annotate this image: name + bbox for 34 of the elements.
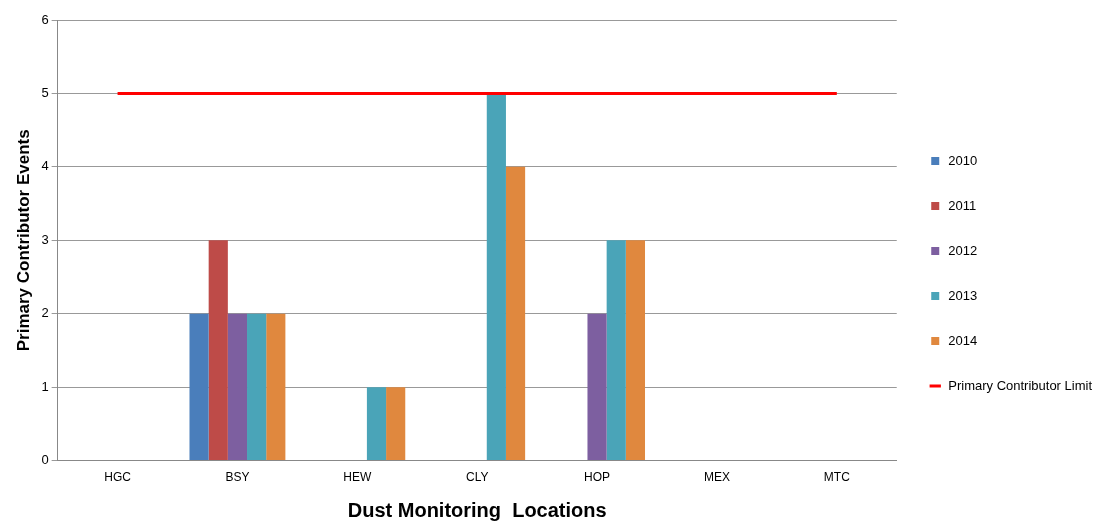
bar bbox=[227, 313, 248, 461]
legend-label: 2013 bbox=[948, 287, 978, 303]
bar bbox=[505, 166, 526, 461]
y-tick-label: 0 bbox=[41, 452, 49, 468]
x-axis-title: Dust Monitoring Locations bbox=[347, 498, 607, 521]
x-tick-label: HEW bbox=[343, 470, 372, 485]
y-tick-label: 4 bbox=[41, 158, 49, 174]
y-tick-label: 5 bbox=[41, 85, 49, 101]
y-tick-label: 3 bbox=[41, 231, 49, 247]
bar bbox=[208, 240, 228, 461]
bar bbox=[486, 93, 506, 461]
x-tick-label: MTC bbox=[823, 470, 851, 485]
bar bbox=[386, 387, 406, 461]
legend-label: 2012 bbox=[948, 242, 978, 258]
x-tick-label: MEX bbox=[703, 470, 730, 485]
y-axis-title: Primary Contributor Events bbox=[13, 129, 33, 352]
y-tick-label: 1 bbox=[41, 378, 49, 394]
bar bbox=[189, 313, 209, 461]
legend-label: 2010 bbox=[948, 152, 978, 168]
y-tick-label: 6 bbox=[41, 11, 49, 27]
bar bbox=[366, 387, 387, 461]
bar bbox=[625, 240, 646, 461]
x-tick-label: BSY bbox=[225, 470, 250, 485]
bar bbox=[606, 240, 626, 461]
legend-label: 2011 bbox=[948, 197, 977, 213]
legend-label: Primary Contributor Limit bbox=[948, 377, 1093, 393]
y-tick-label: 2 bbox=[41, 305, 49, 321]
bar bbox=[587, 313, 607, 461]
x-tick-label: CLY bbox=[465, 470, 489, 485]
bar bbox=[266, 313, 286, 461]
bar bbox=[247, 313, 267, 461]
x-tick-label: HOP bbox=[584, 470, 611, 485]
legend-label: 2014 bbox=[948, 332, 978, 348]
x-tick-label: HGC bbox=[104, 470, 132, 485]
